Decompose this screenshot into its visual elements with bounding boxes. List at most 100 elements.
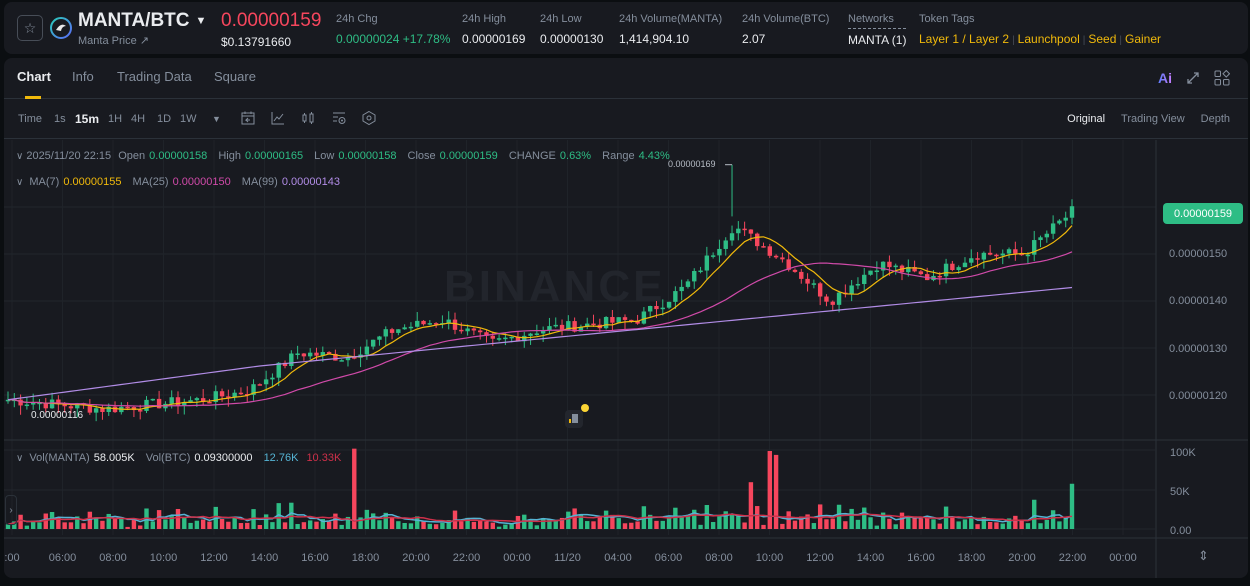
price-axis-tick: 0.00000140 [1169,295,1228,307]
time-axis-tick: 16:00 [907,552,935,564]
expand-icon[interactable] [1186,71,1200,85]
stat-24h-volume-manta: 24h Volume(MANTA) 1,414,904.10 [619,13,723,46]
tag-gainer[interactable]: Gainer [1124,32,1162,46]
chart-panel: Chart Info Trading Data Square Ai Time 1… [4,58,1248,578]
time-axis-tick: 18:00 [351,552,380,564]
notification-dot [581,404,589,412]
time-axis-tick: 22:00 [1058,552,1087,564]
tab-trading-data[interactable]: Trading Data [117,69,192,84]
view-trading-view[interactable]: Trading View [1121,113,1185,125]
chart-canvas[interactable] [4,140,1248,578]
interval-1s[interactable]: 1s [54,113,66,125]
time-axis-tick: 06:00 [48,552,77,564]
favorite-star-button[interactable]: ☆ [17,15,43,41]
caret-down-icon: ▼ [195,15,207,27]
vertical-fit-icon: ⇕ [1198,548,1209,563]
ai-button[interactable]: Ai [1158,70,1172,86]
last-price: 0.00000159 [221,10,322,31]
stat-24h-volume-btc: 24h Volume(BTC) 2.07 [742,13,830,46]
hexagon-settings-icon[interactable] [361,110,377,126]
high-marker-label: 0.00000169 [668,159,716,169]
volume-legend: ∨ Vol(MANTA) 58.005K Vol(BTC) 0.09300000 1… [16,452,342,464]
time-label: Time [18,113,43,125]
time-axis-tick: 12:00 [200,552,228,564]
binance-watermark: BINANCE [444,262,666,311]
time-axis-tick: 22:00 [452,552,481,564]
pair-selector[interactable]: MANTA/BTC ▼ [78,10,206,32]
active-tab-indicator [25,96,41,99]
time-axis-tick: 14:00 [856,552,885,564]
view-original[interactable]: Original [1067,113,1106,125]
time-axis-tick: 04:00 [604,552,632,564]
time-axis-tick: 11/20 [554,552,581,564]
star-icon: ☆ [23,19,37,36]
time-axis-tick: 00:00 [1109,552,1137,564]
layout-grid-icon[interactable] [1214,70,1230,86]
interval-1h[interactable]: 1H [108,113,123,125]
panel-tabs: Chart Info Trading Data Square Ai [4,58,1248,99]
price-axis-tick: 0.00000130 [1169,343,1228,355]
time-axis-tick: 10:00 [755,552,784,564]
tag-layer1-layer2[interactable]: Layer 1 / Layer 2 [919,32,1010,46]
stat-24h-high: 24h High 0.00000169 [462,13,526,46]
time-axis-tick: 06:00 [654,552,683,564]
chart-settings-icon[interactable] [331,110,347,126]
stat-networks[interactable]: Networks MANTA (1) [848,13,907,47]
stat-token-tags: Token Tags Layer 1 / Layer 2 | Launchpool |… [919,13,1162,46]
news-icon [569,414,578,423]
time-axis-tick: 08:00 [99,552,127,564]
interval-4h[interactable]: 4H [131,113,146,125]
interval-more-dropdown-icon[interactable]: ▼ [212,114,221,124]
time-axis-tick: 00:00 [503,552,531,564]
news-button[interactable] [565,404,589,428]
manta-price-link[interactable]: Manta Price ↗ [78,35,149,47]
ma-legend: ∨ MA(7) 0.00000155 MA(25) 0.00000150 MA(99… [16,176,340,188]
manta-logo-icon [50,17,72,39]
tab-chart[interactable]: Chart [17,69,51,84]
tag-launchpool[interactable]: Launchpool [1017,32,1080,46]
time-axis-tick: 08:00 [705,552,733,564]
tab-info[interactable]: Info [72,69,94,84]
time-axis-tick: 18:00 [957,552,986,564]
pair-name: MANTA/BTC [78,10,190,31]
token-tags-list: Layer 1 / Layer 2 | Launchpool | Seed | Gainer [919,32,1162,46]
ticker-header: ☆ MANTA/BTC ▼ Manta Price ↗ 0.00000159 $0… [4,2,1248,54]
date-range-icon[interactable] [240,110,256,126]
stat-24h-change: 24h Chg 0.00000024 +17.78% [336,13,451,46]
chart-tools: Ai [1158,70,1230,86]
view-depth[interactable]: Depth [1200,113,1230,125]
time-axis-tick: :00 [4,552,20,564]
volume-axis-tick: 50K [1170,486,1190,498]
candle-type-icon[interactable] [300,110,316,126]
volume-axis-tick: 0.00 [1170,525,1192,537]
indicators-icon[interactable] [270,110,286,126]
price-axis-tick: 0.00000150 [1169,248,1228,260]
usd-price: $0.13791660 [221,35,292,49]
view-selector: Original Trading View Depth [1067,113,1230,125]
low-marker-label: 0.00000116 [31,410,84,421]
ohlc-legend: ∨ 2025/11/20 22:15 Open 0.00000158 High 0.0… [16,150,670,162]
interval-15m[interactable]: 15m [75,112,100,126]
expand-sidebar-button[interactable]: › [5,495,17,525]
interval-1d[interactable]: 1D [157,113,172,125]
tab-square[interactable]: Square [214,69,256,84]
tag-seed[interactable]: Seed [1088,32,1117,46]
chevron-down-icon[interactable]: ∨ [16,151,24,162]
current-price-tag: 0.00000159 [1163,203,1243,224]
interval-1w[interactable]: 1W [180,113,197,125]
chart-toolbar: Time 1s 15m 1H 4H 1D 1W ▼ Original Tradi… [4,99,1248,139]
stat-24h-low: 24h Low 0.00000130 [540,13,604,46]
candlestick-chart[interactable]: BINANCE ∨ 2025/11/20 22:15 Open 0.00000158… [4,140,1248,578]
time-axis-tick: 14:00 [250,552,279,564]
auto-fit-button[interactable]: ⇕ [1198,548,1209,564]
chevron-right-icon: › [9,504,13,516]
price-axis-tick: 0.00000120 [1169,390,1228,402]
time-axis-tick: 16:00 [301,552,329,564]
chevron-down-icon[interactable]: ∨ [16,453,24,464]
time-axis-tick: 20:00 [1008,552,1036,564]
volume-axis-tick: 100K [1170,447,1196,459]
chevron-down-icon[interactable]: ∨ [16,177,24,188]
time-axis-tick: 20:00 [402,552,430,564]
time-axis-tick: 12:00 [806,552,834,564]
time-axis-tick: 10:00 [149,552,178,564]
